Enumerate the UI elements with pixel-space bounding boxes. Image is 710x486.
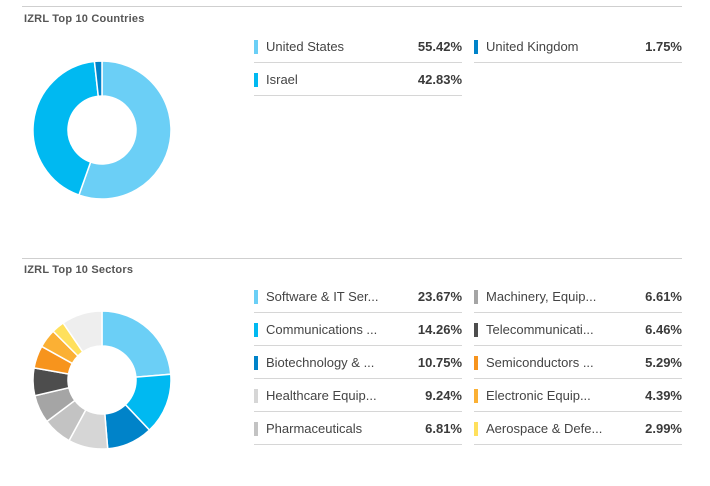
sectors-section: IZRL Top 10 Sectors [22, 250, 682, 470]
legend-value: 6.46% [645, 322, 682, 337]
slice-united-kingdom[interactable] [93, 60, 103, 98]
slice-united-states[interactable] [77, 60, 172, 200]
countries-title: IZRL Top 10 Countries [24, 13, 145, 25]
legend-item-machinery-equip[interactable]: Machinery, Equip... 6.61% [474, 280, 682, 313]
legend-swatch [474, 40, 478, 54]
legend-label: Machinery, Equip... [486, 289, 597, 304]
legend-item-aerospace-defe[interactable]: Aerospace & Defe... 2.99% [474, 412, 682, 445]
legend-label: Aerospace & Defe... [486, 421, 603, 436]
legend-item-united-states[interactable]: United States 55.42% [254, 30, 462, 63]
legend-label: Israel [266, 72, 298, 87]
legend-label: Telecommunicati... [486, 322, 594, 337]
legend-value: 5.29% [645, 355, 682, 370]
section-divider [22, 6, 682, 7]
legend-item-united-kingdom[interactable]: United Kingdom 1.75% [474, 30, 682, 63]
legend-column: United Kingdom 1.75% [474, 30, 682, 63]
sectors-title: IZRL Top 10 Sectors [24, 264, 134, 276]
legend-value: 10.75% [417, 355, 462, 370]
legend-label: Biotechnology & ... [266, 355, 375, 370]
slice-israel[interactable] [32, 60, 100, 196]
legend-value: 23.67% [417, 289, 462, 304]
legend-swatch [474, 422, 478, 436]
legend-swatch [254, 323, 258, 337]
legend-swatch [474, 323, 478, 337]
legend-item-healthcare-equip[interactable]: Healthcare Equip... 9.24% [254, 379, 462, 412]
legend-label: United Kingdom [486, 39, 579, 54]
legend-label: Software & IT Ser... [266, 289, 379, 304]
legend-value: 55.42% [417, 39, 462, 54]
legend-swatch [254, 73, 258, 87]
legend-column: Software & IT Ser... 23.67% Communications… [254, 280, 462, 445]
legend-item-telecommunicati[interactable]: Telecommunicati... 6.46% [474, 313, 682, 346]
section-divider [22, 258, 682, 259]
legend-swatch [254, 389, 258, 403]
legend-value: 1.75% [645, 39, 682, 54]
legend-item-pharmaceuticals[interactable]: Pharmaceuticals 6.81% [254, 412, 462, 445]
legend-label: Healthcare Equip... [266, 388, 377, 403]
legend-label: Pharmaceuticals [266, 421, 363, 436]
legend-label: Semiconductors ... [486, 355, 594, 370]
legend-swatch [474, 356, 478, 370]
sectors-donut-chart [32, 310, 172, 450]
legend-swatch [474, 290, 478, 304]
slice-remainder [62, 310, 103, 353]
legend-swatch [254, 40, 258, 54]
legend-column: United States 55.42% Israel 42.83% [254, 30, 462, 96]
legend-swatch [474, 389, 478, 403]
legend-swatch [254, 356, 258, 370]
legend-item-software-it-ser[interactable]: Software & IT Ser... 23.67% [254, 280, 462, 313]
legend-item-israel[interactable]: Israel 42.83% [254, 63, 462, 96]
legend-value: 4.39% [645, 388, 682, 403]
legend-value: 6.61% [645, 289, 682, 304]
slice-software-it-ser[interactable] [101, 310, 172, 378]
legend-column: Machinery, Equip... 6.61% Telecommunicati.… [474, 280, 682, 445]
legend-label: Communications ... [266, 322, 378, 337]
legend-swatch [254, 422, 258, 436]
legend-value: 42.83% [417, 72, 462, 87]
countries-section: IZRL Top 10 Countries [22, 0, 682, 235]
legend-value: 2.99% [645, 421, 682, 436]
legend-item-communications[interactable]: Communications ... 14.26% [254, 313, 462, 346]
legend-item-semiconductors[interactable]: Semiconductors ... 5.29% [474, 346, 682, 379]
legend-label: United States [266, 39, 345, 54]
legend-label: Electronic Equip... [486, 388, 591, 403]
countries-donut-chart [32, 60, 172, 200]
legend-item-biotechnology[interactable]: Biotechnology & ... 10.75% [254, 346, 462, 379]
legend-value: 6.81% [425, 421, 462, 436]
legend-value: 14.26% [417, 322, 462, 337]
legend-swatch [254, 290, 258, 304]
legend-item-electronic-equip[interactable]: Electronic Equip... 4.39% [474, 379, 682, 412]
legend-value: 9.24% [425, 388, 462, 403]
